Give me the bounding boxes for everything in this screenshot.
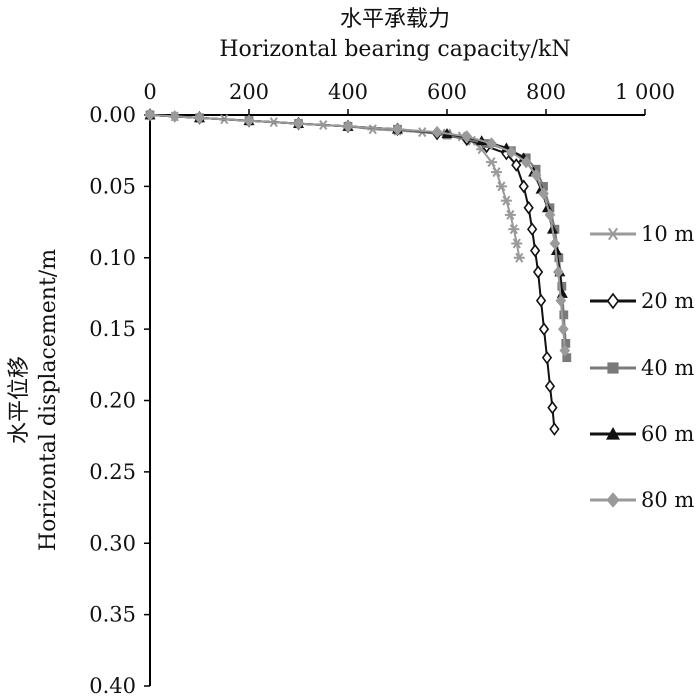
data-point <box>342 120 354 133</box>
data-point <box>559 310 569 320</box>
data-point <box>549 422 560 436</box>
data-point <box>367 124 379 135</box>
data-point <box>544 208 556 222</box>
data-point <box>293 117 304 130</box>
legend-marker <box>606 227 620 241</box>
legend-item: 10 m <box>590 222 694 246</box>
legend-marker <box>607 362 619 374</box>
data-point <box>544 379 556 394</box>
data-point <box>561 339 571 348</box>
data-point <box>532 265 544 279</box>
data-point <box>508 224 520 235</box>
data-point <box>538 187 549 200</box>
x-axis-title-zh: 水平承载力 <box>340 7 450 32</box>
data-point <box>527 222 538 237</box>
legend-label: 20 m <box>641 289 694 313</box>
y-tick-label: 0.30 <box>89 531 136 555</box>
legend-item: 20 m <box>590 289 694 313</box>
data-point <box>491 167 502 178</box>
y-tick-label: 0.05 <box>89 174 136 198</box>
data-point <box>538 322 550 336</box>
x-tick-label: 400 <box>328 80 368 104</box>
data-point <box>194 111 205 125</box>
data-point <box>555 294 567 307</box>
data-point <box>513 252 525 263</box>
data-point <box>530 168 542 182</box>
legend-label: 40 m <box>641 356 694 380</box>
data-point <box>529 243 541 258</box>
y-axis-title-zh: 水平位移 <box>7 356 32 444</box>
data-point <box>562 353 572 363</box>
data-point <box>431 125 443 139</box>
data-point <box>541 350 553 365</box>
data-point <box>511 238 523 249</box>
data-point <box>554 253 564 263</box>
data-point <box>520 155 532 169</box>
data-point <box>500 195 512 206</box>
data-point <box>144 108 156 122</box>
legend-label: 10 m <box>641 222 694 246</box>
y-tick-label: 0.25 <box>89 460 136 484</box>
x-tick-label: 800 <box>526 80 566 104</box>
series-line <box>149 114 564 294</box>
data-point <box>559 344 571 357</box>
data-point <box>461 130 473 143</box>
legend-marker <box>606 292 620 310</box>
legend-label: 60 m <box>641 422 694 446</box>
data-point <box>523 200 534 215</box>
y-tick-label: 0.15 <box>89 317 136 341</box>
data-point <box>486 157 498 168</box>
legend-marker <box>606 492 620 508</box>
y-tick-label: 0.20 <box>89 389 136 413</box>
data-point <box>553 265 564 279</box>
x-tick-label: 200 <box>229 80 269 104</box>
data-point <box>504 209 516 220</box>
y-tick-label: 0.40 <box>89 674 136 698</box>
legend-item: 80 m <box>590 488 694 512</box>
series-80m <box>144 108 571 357</box>
data-point <box>547 400 558 415</box>
data-point <box>535 293 547 308</box>
x-axis-title: Horizontal bearing capacity/kN <box>219 37 570 62</box>
y-tick-label: 0.10 <box>89 246 136 270</box>
data-point <box>549 237 561 250</box>
legend-label: 80 m <box>641 488 694 512</box>
series-20m <box>144 108 560 436</box>
data-point <box>518 179 529 194</box>
data-point <box>169 110 181 123</box>
data-point <box>539 181 548 191</box>
legend-marker <box>606 427 620 440</box>
data-point <box>495 181 507 192</box>
y-tick-label: 0.35 <box>89 603 136 627</box>
legend-item: 40 m <box>590 356 694 380</box>
data-point <box>392 123 403 136</box>
x-tick-label: 1 000 <box>615 80 675 104</box>
y-axis-title: Horizontal displacement/m <box>36 249 61 551</box>
y-tick-label: 0.00 <box>89 103 136 127</box>
x-tick-label: 600 <box>427 80 467 104</box>
data-point <box>506 145 517 159</box>
data-point <box>243 114 255 127</box>
data-point <box>486 137 497 150</box>
legend-item: 60 m <box>590 422 694 446</box>
x-tick-label: 0 <box>143 80 156 104</box>
data-point <box>557 322 569 336</box>
